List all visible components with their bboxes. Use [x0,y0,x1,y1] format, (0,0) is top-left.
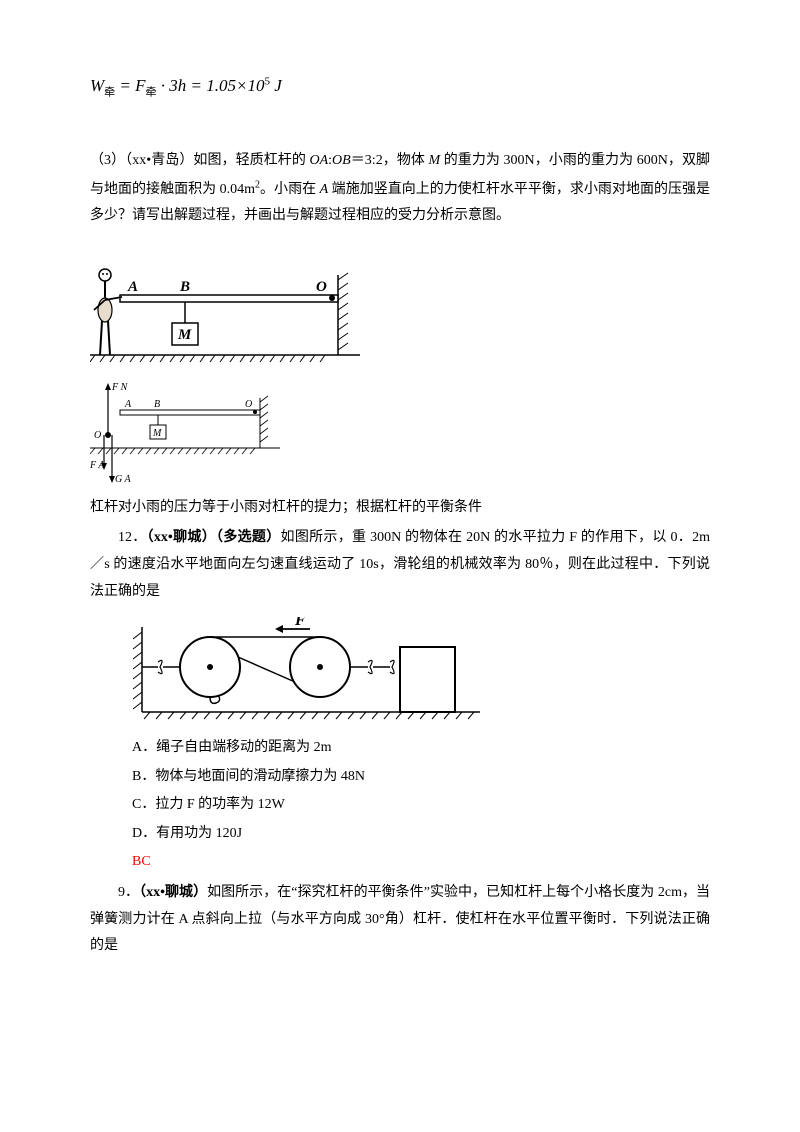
fig2-label-Fa: F A [90,460,105,471]
svg-text:O: O [94,430,101,441]
q12-answer: BC [132,849,710,876]
q12-option-C: C．拉力 F 的功率为 12W [132,792,710,819]
q12-option-D: D．有用功为 120J [132,821,710,848]
fig2-label-M: M [152,428,162,439]
q12-option-A: A．绳子自由端移动的距离为 2m [132,735,710,762]
page-content: W牵 = F牵 · 3h = 1.05×105 J （3）（xx•青岛）如图，轻… [0,0,800,1014]
q12-options: A．绳子自由端移动的距离为 2m B．物体与地面间的滑动摩擦力为 48N C．拉… [132,735,710,876]
q3-prefix: （3）（xx•青岛） [90,153,193,168]
q9-text: 9．（xx•聊城）如图所示，在“探究杠杆的平衡条件”实验中，已知杠杆上每个小格长… [90,880,710,960]
q12-option-B: B．物体与地面间的滑动摩擦力为 48N [132,764,710,791]
figure-lever-person: A B O M [90,255,360,365]
q9-number: 9． [118,885,139,900]
q3-followup: 杠杆对小雨的压力等于小雨对杠杆的提力；根据杠杆的平衡条件 [90,495,710,522]
fig2-label-Fn: F N [111,382,129,393]
fig1-label-O: O [316,279,327,295]
fig2-label-B: B [154,399,160,410]
q12-source: （xx•聊城）（多选题） [147,530,281,545]
q12-number: 12． [118,530,147,545]
q3-text: （3）（xx•青岛）如图，轻质杠杆的 OA:OB＝3:2，物体 M 的重力为 3… [90,148,710,229]
fig1-label-B: B [179,279,190,295]
q12-text: 12．（xx•聊城）（多选题）如图所示，重 300N 的物体在 20N 的水平拉… [90,525,710,605]
formula-work: W牵 = F牵 · 3h = 1.05×105 J [90,70,710,103]
fig1-label-M: M [177,327,192,343]
figure-force-diagram: O F N A B O M F A G A [90,380,280,490]
fig1-label-A: A [127,279,138,295]
q9-source: （xx•聊城） [139,885,207,900]
fig3-label-F: F [294,617,306,629]
fig2-label-Ga: G A [115,474,132,485]
formula-text: W牵 = F牵 · 3h = 1.05×105 J [90,76,282,95]
fig2-label-A: A [124,399,132,410]
figure-pulley-system: F [130,617,480,727]
fig2-label-O: O [245,399,252,410]
